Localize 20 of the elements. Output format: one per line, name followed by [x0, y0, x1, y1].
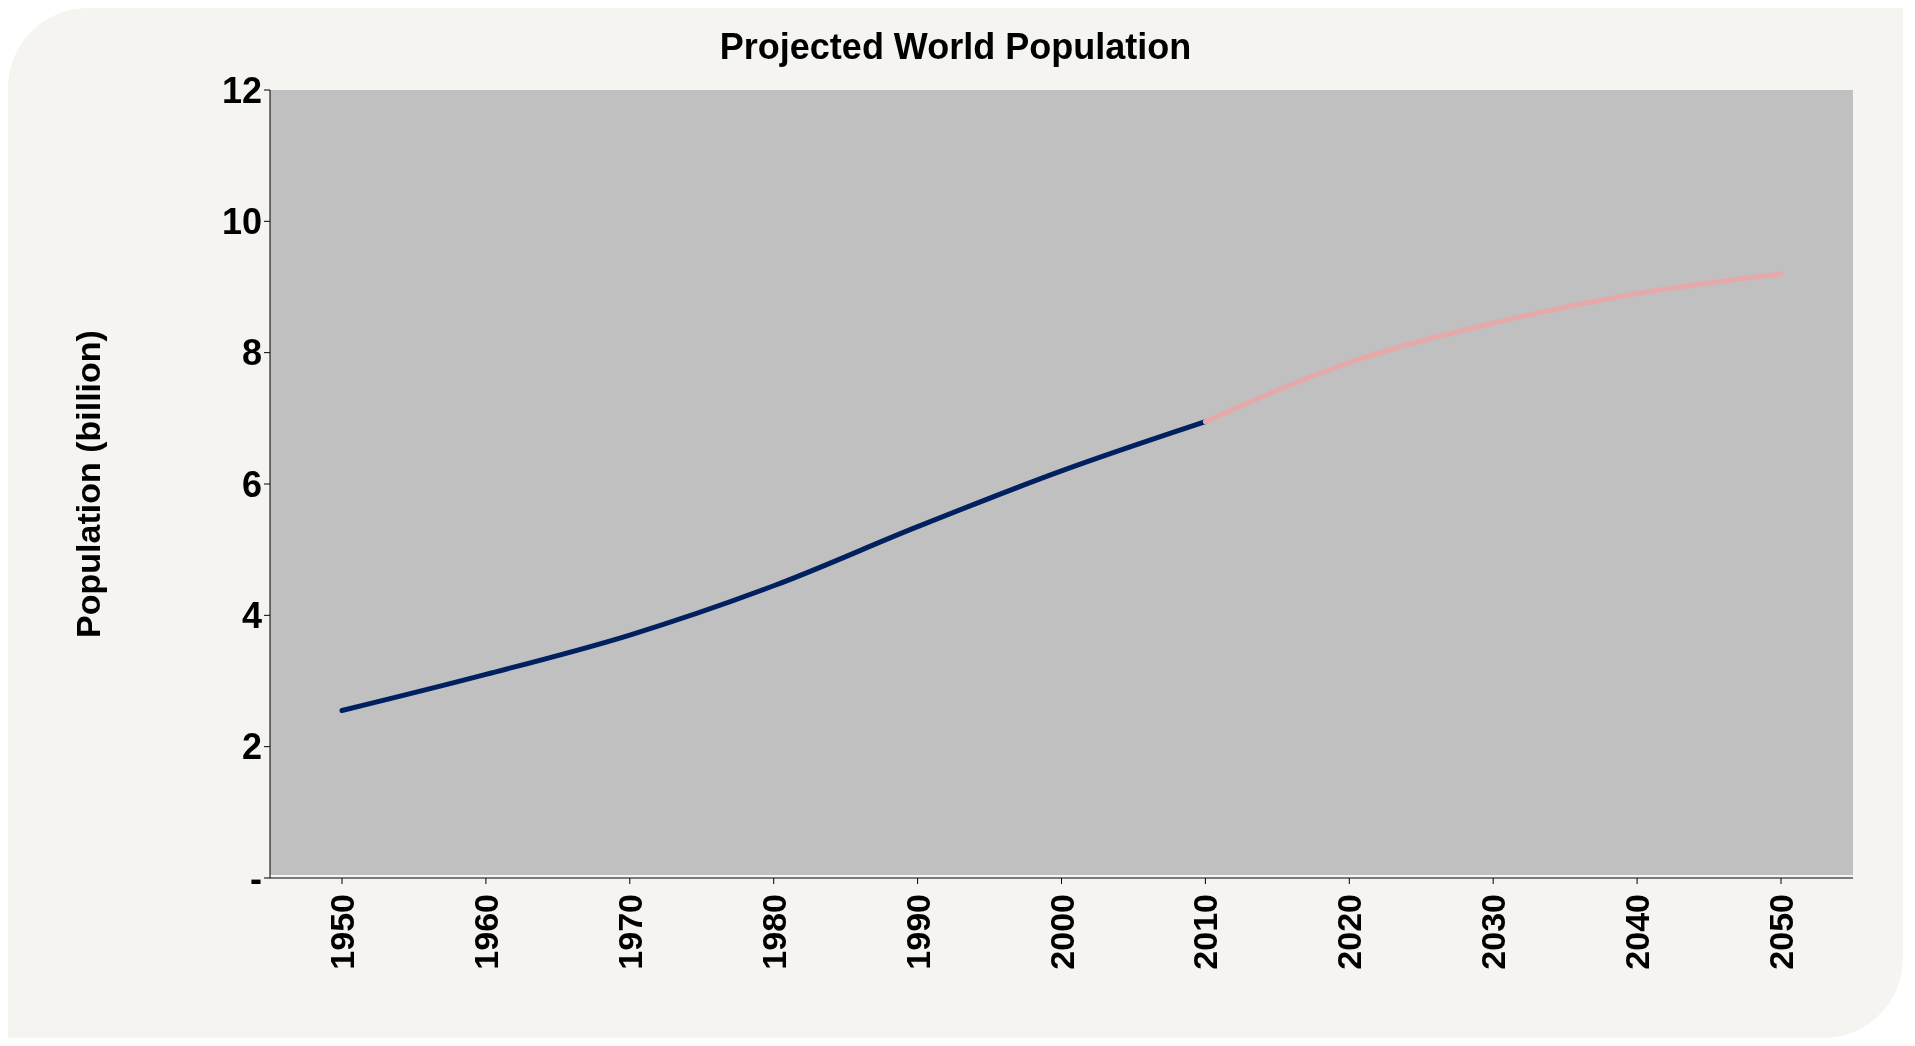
y-tick-label: 12 — [221, 69, 262, 111]
y-tick-label: 10 — [221, 201, 262, 243]
y-axis-title: Population (billion) — [69, 330, 108, 638]
chart-title: Projected World Population — [718, 26, 1193, 68]
x-tick-label: 2020 — [1330, 894, 1369, 970]
x-tick-label: 2040 — [1618, 894, 1657, 970]
x-tick-label: 2000 — [1042, 894, 1081, 970]
x-tick-label: 2010 — [1186, 894, 1225, 970]
x-tick-label: 2050 — [1762, 894, 1800, 970]
y-tick-label: 8 — [241, 332, 262, 374]
x-tick-label: 2030 — [1474, 894, 1513, 970]
y-tick-label: 6 — [241, 463, 262, 505]
x-tick-label: 1960 — [466, 894, 505, 970]
y-tick-label: - — [250, 857, 262, 899]
x-tick-label: 1950 — [323, 894, 361, 970]
x-tick-label: 1980 — [754, 894, 793, 970]
y-tick-label: 4 — [241, 595, 262, 637]
y-tick-label: 2 — [241, 726, 262, 768]
x-tick-label: 1990 — [898, 894, 937, 970]
x-tick-label: 1970 — [610, 894, 649, 970]
